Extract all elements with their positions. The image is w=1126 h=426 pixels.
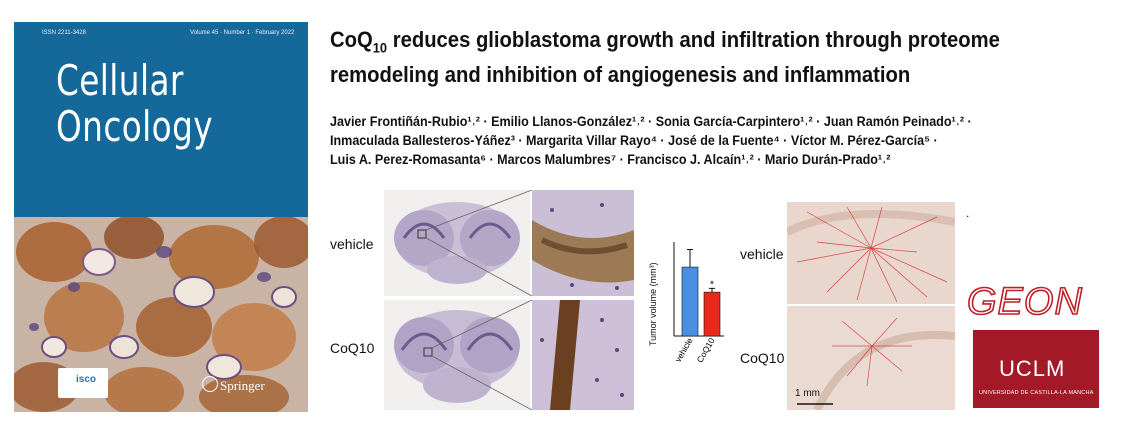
zoom-coq10-micrograph [532, 300, 634, 410]
authors-line2: Inmaculada Ballesteros-Yáñez³ · Margarit… [330, 133, 938, 148]
significance-mark: * [710, 279, 714, 290]
title-coq: CoQ [330, 27, 373, 52]
journal-cover: ISSN 2211-3428 Volume 45 · Number 1 · Fe… [14, 22, 308, 412]
cover-journal-title: Cellular Oncology [56, 58, 213, 150]
chart-ylabel: Tumor volume (mm³) [648, 262, 658, 346]
title-rest: reduces glioblastoma growth and infiltra… [387, 27, 1000, 52]
label-vehicle-right: vehicle [740, 246, 784, 262]
cover-publisher: Springer [220, 378, 265, 393]
vessel-panel-coq10 [787, 306, 955, 410]
cover-micrograph-image [14, 217, 308, 412]
paper-title-line1: CoQ10 reduces glioblastoma growth and in… [330, 26, 1048, 61]
uclm-logo-subtitle: UNIVERSIDAD DE CASTILLA-LA MANCHA [979, 390, 1094, 396]
title-subscript: 10 [372, 39, 388, 56]
vessel-panel-vehicle [787, 202, 955, 304]
springer-horse-icon [202, 376, 218, 392]
zoom-connector-lines [425, 190, 533, 410]
brain-section-vehicle [384, 190, 530, 296]
label-coq10-right: CoQ10 [740, 350, 785, 366]
authors-line3: Luis A. Perez-Romasanta⁶ · Marcos Malumb… [330, 152, 891, 167]
paper-title: CoQ10 reduces glioblastoma growth and in… [330, 26, 1048, 89]
cover-issue: Volume 45 · Number 1 · February 2022 [190, 30, 295, 36]
geon-logo-text: GEON [967, 281, 1083, 323]
label-coq10-left: CoQ10 [330, 340, 375, 356]
isco-logo-text: isco [76, 374, 97, 385]
scale-bar-label: 1 mm [795, 388, 820, 399]
bar-vehicle [681, 266, 699, 337]
geon-logo: GEON [966, 280, 1083, 324]
paper-title-line2: remodeling and inhibition of angiogenesi… [330, 62, 911, 88]
uclm-logo: UCLM UNIVERSIDAD DE CASTILLA-LA MANCHA [973, 330, 1099, 408]
bar-coq10 [703, 291, 721, 337]
cover-issn: ISSN 2211-3428 [42, 30, 86, 36]
authors-line1: Javier Frontiñán-Rubio¹˒² · Emilio Llano… [330, 114, 972, 129]
cover-title-line2: Oncology [56, 102, 214, 151]
tick-label-vehicle: vehicle [673, 336, 695, 364]
zoom-vehicle-micrograph [532, 190, 634, 296]
uclm-logo-text: UCLM [999, 356, 1066, 381]
tick-label-coq10: CoQ10 [695, 336, 717, 365]
tumor-volume-chart: Tumor volume (mm³) vehicle * CoQ10 [648, 242, 724, 365]
label-vehicle-left: vehicle [330, 236, 374, 252]
isco-logo: isco [58, 368, 108, 398]
cover-title-line1: Cellular [56, 56, 184, 105]
stray-dot: . [966, 206, 970, 220]
author-list: Javier Frontiñán-Rubio¹˒² · Emilio Llano… [330, 112, 1037, 169]
brain-section-coq10 [384, 300, 530, 410]
